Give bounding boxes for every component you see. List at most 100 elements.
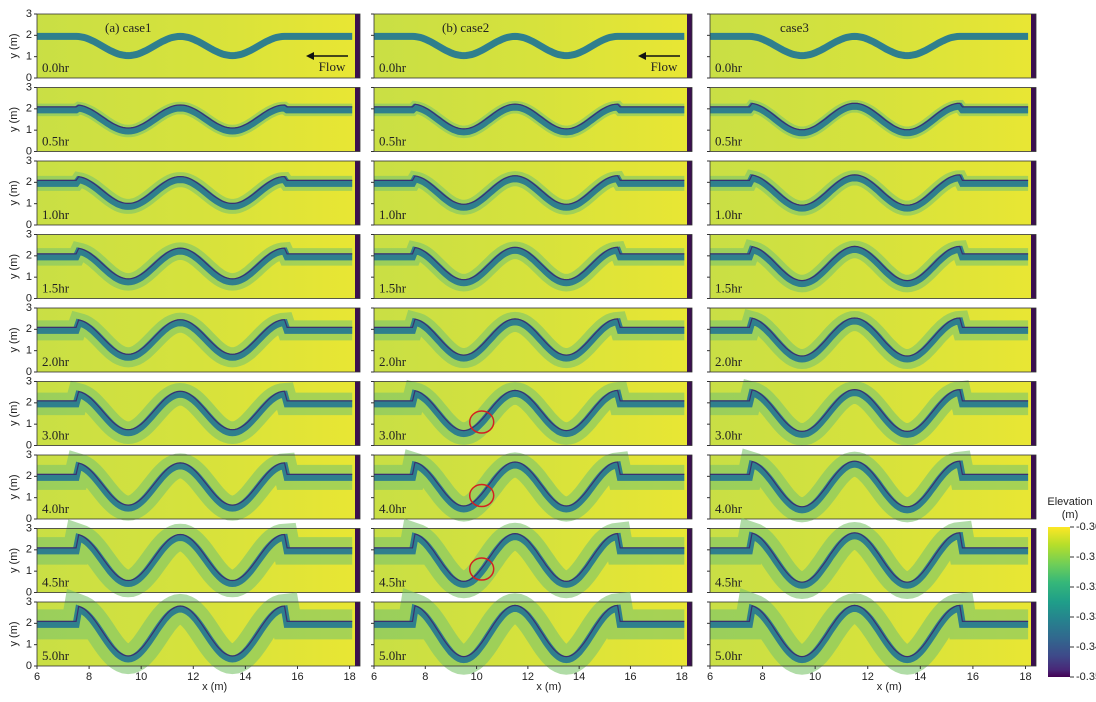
channel [374, 460, 685, 513]
channel [710, 173, 1029, 212]
panel-edge [1031, 14, 1036, 78]
colorbar-tick-label: -0.35 [1076, 671, 1096, 683]
x-tick-label: 10 [135, 671, 147, 683]
time-label: 0.0hr [42, 60, 70, 75]
channel-edge [37, 605, 353, 657]
channel [37, 318, 353, 361]
colorbar-unit: (m) [1062, 509, 1079, 521]
channel [374, 317, 685, 362]
y-tick-label: 2 [26, 103, 32, 115]
panel-frame [709, 454, 1037, 520]
panel-edge [1031, 87, 1036, 152]
time-label: 0.5hr [715, 133, 743, 148]
channel-edge [374, 532, 685, 583]
y-tick-label: 1 [26, 198, 32, 210]
panel-edge [1031, 161, 1036, 225]
time-label: 1.5hr [715, 280, 743, 295]
panel-frame [709, 601, 1037, 667]
channel-edge [710, 317, 1029, 357]
colorbar-tick-label: -0.30 [1076, 521, 1096, 533]
time-label: 4.0hr [379, 501, 407, 516]
x-tick-label: 18 [1019, 671, 1031, 683]
y-axis-label: y (m) [8, 474, 20, 499]
channel [710, 316, 1029, 363]
x-tick-label: 10 [470, 671, 482, 683]
panel-frame [373, 601, 693, 667]
y-tick-label: 2 [26, 470, 32, 482]
x-tick-label: 8 [422, 671, 428, 683]
time-label: 1.5hr [379, 280, 407, 295]
channel [374, 603, 685, 664]
panel-edge [687, 308, 692, 372]
y-tick-label: 3 [26, 81, 32, 93]
channel-edge [710, 245, 1029, 282]
panel-edge [355, 161, 360, 225]
column-label: (b) case2 [442, 20, 489, 35]
channel-edge [37, 175, 353, 205]
y-axis-label: y (m) [8, 254, 20, 279]
channel [710, 460, 1029, 514]
time-label: 3.0hr [42, 427, 70, 442]
panel-edge [687, 381, 692, 446]
panel-frame [709, 87, 1037, 152]
flow-arrowhead [306, 52, 314, 60]
y-tick-label: 1 [26, 271, 32, 283]
panel-edge [687, 528, 692, 593]
colorbar-tick-label: -0.31 [1076, 551, 1096, 563]
y-axis-label: y (m) [8, 327, 20, 352]
channel-edge [374, 246, 685, 281]
y-tick-label: 1 [26, 492, 32, 504]
channel [37, 32, 353, 60]
colorbar-tick-label: -0.34 [1076, 641, 1096, 653]
time-label: 0.0hr [379, 60, 407, 75]
time-label: 4.5hr [42, 574, 70, 589]
time-label: 3.0hr [715, 427, 743, 442]
colorbar [1048, 527, 1070, 677]
y-tick-label: 0 [26, 586, 32, 598]
highlight-circle [468, 557, 495, 581]
channel-edge [710, 174, 1029, 206]
panel-edge [687, 455, 692, 519]
flow-label: Flow [651, 59, 678, 74]
panel-edge [687, 87, 692, 152]
time-label: 1.0hr [379, 207, 407, 222]
colorbar-tick-label: -0.33 [1076, 611, 1096, 623]
x-tick-label: 14 [573, 671, 585, 683]
panel-edge [355, 528, 360, 593]
time-label: 4.5hr [379, 574, 407, 589]
panel-frame [36, 307, 361, 373]
x-tick-label: 12 [862, 671, 874, 683]
panel-frame [36, 160, 361, 226]
panel-frame [36, 234, 361, 299]
channel [710, 603, 1029, 664]
panel-edge [355, 455, 360, 519]
panel-frame [373, 528, 693, 593]
y-tick-label: 3 [26, 155, 32, 167]
time-label: 1.0hr [42, 207, 70, 222]
channel-edge [37, 104, 353, 129]
channel [37, 461, 353, 512]
channel-edge [710, 604, 1029, 658]
panel-edge [355, 87, 360, 152]
time-label: 0.5hr [379, 133, 407, 148]
y-tick-label: 2 [26, 250, 32, 262]
panel-edge [1031, 381, 1036, 446]
y-axis-label: y (m) [8, 621, 20, 646]
channel-edge [374, 103, 685, 130]
y-tick-label: 3 [26, 302, 32, 314]
y-tick-label: 1 [26, 639, 32, 651]
channel [374, 246, 685, 287]
channel-edge [374, 604, 685, 658]
y-tick-label: 3 [26, 228, 32, 240]
y-axis-label: y (m) [8, 33, 20, 58]
panel-frame [709, 160, 1037, 226]
y-axis-label: y (m) [8, 107, 20, 132]
column-label: (a) case1 [105, 20, 152, 35]
channel-edge [37, 390, 353, 431]
x-axis-label: x (m) [877, 681, 902, 693]
panel-edge [355, 234, 360, 299]
panel-frame [373, 160, 693, 226]
time-label: 0.5hr [42, 133, 70, 148]
y-tick-label: 0 [26, 513, 32, 525]
